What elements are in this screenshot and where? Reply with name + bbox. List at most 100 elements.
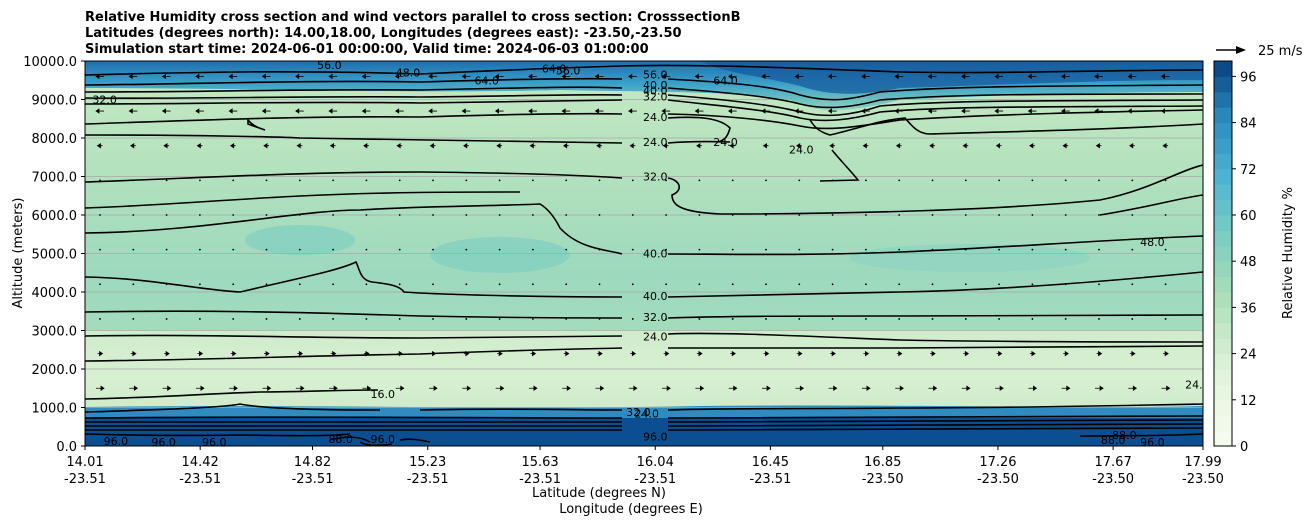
wind-vector xyxy=(863,350,870,357)
rh-fill-lower xyxy=(85,330,1203,410)
wind-vector xyxy=(232,283,235,286)
wind-vector xyxy=(898,318,901,320)
contour-line xyxy=(85,423,1203,427)
wind-vector xyxy=(631,318,634,320)
wind-vector xyxy=(432,179,434,182)
wind-vector xyxy=(99,318,101,320)
colorbar-band xyxy=(1214,307,1232,324)
wind-vector xyxy=(1160,73,1170,80)
wind-vector xyxy=(1164,283,1167,286)
wind-vector xyxy=(762,142,769,149)
contour-line xyxy=(85,191,521,209)
wind-vector xyxy=(165,179,168,182)
wind-vector xyxy=(432,248,434,251)
wind-vector xyxy=(1031,248,1034,251)
wind-vector xyxy=(161,73,171,80)
wind-vector xyxy=(865,248,867,251)
contour-plot-area: 24.024.0 24.024.032.040.040.032.024.056.0… xyxy=(85,61,1203,446)
wind-vector xyxy=(828,385,838,391)
wind-vector xyxy=(128,108,138,114)
wind-vector xyxy=(296,142,303,149)
wind-vector xyxy=(1028,385,1038,391)
contour-label: 40.0 xyxy=(643,79,668,92)
contour-label: 16.0 xyxy=(371,388,396,401)
wind-vector xyxy=(561,108,571,114)
wind-vector xyxy=(365,248,368,251)
contour-label: 32.0 xyxy=(626,406,651,419)
wind-vector xyxy=(465,283,468,286)
wind-vector xyxy=(163,142,170,149)
wind-vector xyxy=(1164,318,1167,320)
wind-vector xyxy=(532,318,534,320)
wind-vector xyxy=(428,108,437,114)
wind-vector xyxy=(998,283,1000,286)
wind-vector xyxy=(195,385,205,391)
y-tick-label: 10000.0 xyxy=(23,55,77,70)
wind-vector xyxy=(727,108,737,114)
wind-vector xyxy=(731,179,734,182)
colorbar-band xyxy=(1214,399,1232,416)
contour-label: 96.0 xyxy=(643,430,668,443)
wind-vector xyxy=(498,283,501,286)
wind-vector xyxy=(1098,214,1100,216)
x-tick-label-lat: 15.23 xyxy=(409,455,446,470)
contour-lines xyxy=(85,64,1203,446)
wind-vector xyxy=(265,318,268,320)
wind-vector xyxy=(696,142,702,149)
x-tick-label-lat: 14.01 xyxy=(66,455,103,470)
y-tick-label: 8000.0 xyxy=(32,132,78,147)
wind-vector xyxy=(761,73,770,80)
wind-vector xyxy=(261,73,271,80)
colorbar-tick-label: 36 xyxy=(1240,301,1257,316)
wind-vector xyxy=(396,142,403,149)
wind-vector xyxy=(698,179,701,182)
wind-vector xyxy=(630,350,637,357)
contour-line xyxy=(359,438,431,446)
wind-vector xyxy=(265,179,268,182)
wind-vector xyxy=(461,108,471,114)
wind-vector xyxy=(961,385,971,391)
wind-vector xyxy=(994,73,1004,80)
wind-vector xyxy=(994,108,1004,114)
wind-vector xyxy=(365,179,368,182)
contour-labels: 24.024.0 24.024.032.040.040.032.024.056.0… xyxy=(92,61,1203,446)
contour-line xyxy=(819,149,860,182)
wind-vector xyxy=(765,318,767,320)
wind-vector xyxy=(998,214,1000,216)
wind-vector xyxy=(1095,385,1104,391)
wind-vector xyxy=(429,142,436,149)
contour-label: 88.0 xyxy=(328,433,353,446)
wind-vector xyxy=(99,248,101,251)
contour-line xyxy=(85,345,1203,362)
wind-vector xyxy=(665,179,667,182)
wind-vector xyxy=(898,179,901,182)
wind-vector xyxy=(895,142,902,149)
wind-vector xyxy=(565,248,568,251)
wind-vector xyxy=(95,108,104,114)
wind-vector xyxy=(1063,350,1069,357)
wind-vector xyxy=(1029,142,1035,149)
wind-vector xyxy=(465,179,468,182)
wind-vector xyxy=(1162,142,1169,149)
colorbar-tick-label: 96 xyxy=(1240,70,1257,85)
colorbar-band xyxy=(1214,76,1232,93)
wind-vector xyxy=(1131,179,1134,182)
wind-vector xyxy=(465,248,468,251)
wind-vector xyxy=(297,350,304,357)
wind-vector xyxy=(796,142,802,149)
wind-vector xyxy=(895,385,904,391)
wind-vector xyxy=(1027,108,1037,114)
wind-vector xyxy=(232,214,235,216)
wind-vector xyxy=(265,214,268,216)
wind-vector xyxy=(865,214,867,216)
wind-vector xyxy=(665,214,667,216)
wind-vector xyxy=(662,142,669,149)
wind-vector xyxy=(931,283,934,286)
wind-vector xyxy=(827,73,837,80)
wind-vector xyxy=(629,142,636,149)
x-tick-label-lon: -23.50 xyxy=(977,472,1019,487)
wind-vector xyxy=(598,283,601,286)
contour-label: 64.0 xyxy=(542,63,567,76)
wind-vector xyxy=(795,385,805,391)
contour-line xyxy=(85,389,379,400)
